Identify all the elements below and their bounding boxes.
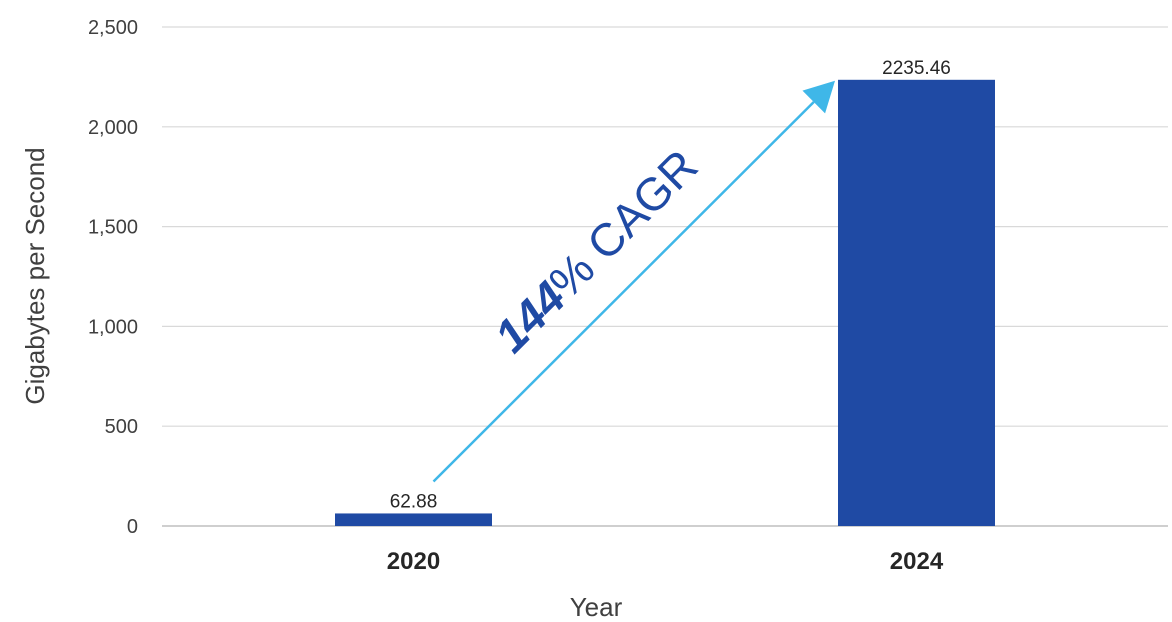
x-tick-label-2020: 2020 [387, 548, 440, 575]
y-tick-label: 2,500 [88, 17, 138, 39]
cagr-suffix: % CAGR [539, 139, 708, 308]
y-tick-label: 0 [127, 516, 138, 538]
cagr-annotation-text: 144% CAGR [484, 139, 707, 362]
bar-data-labels: 62.88 2235.46 [390, 58, 951, 513]
bars [335, 79, 995, 526]
y-axis-tick-labels: 0 500 1,000 1,500 2,000 2,500 [88, 17, 138, 538]
cagr-annotation: 144% CAGR [432, 80, 835, 483]
cagr-arrow-head [802, 80, 835, 114]
bar-2020 [335, 513, 492, 526]
y-tick-label: 2,000 [88, 117, 138, 139]
cagr-arrow-line [432, 101, 815, 483]
y-tick-label: 1,000 [88, 316, 138, 338]
x-axis-category-labels: 2020 2024 [387, 548, 944, 575]
y-axis-title: Gigabytes per Second [20, 147, 50, 404]
x-tick-label-2024: 2024 [890, 548, 944, 575]
x-axis-title: Year [570, 592, 623, 622]
bar-2024 [838, 79, 995, 526]
y-tick-label: 500 [105, 416, 138, 438]
data-label-2020: 62.88 [390, 491, 438, 512]
gridlines [162, 26, 1168, 527]
y-tick-label: 1,500 [88, 217, 138, 239]
data-label-2024: 2235.46 [882, 58, 951, 79]
